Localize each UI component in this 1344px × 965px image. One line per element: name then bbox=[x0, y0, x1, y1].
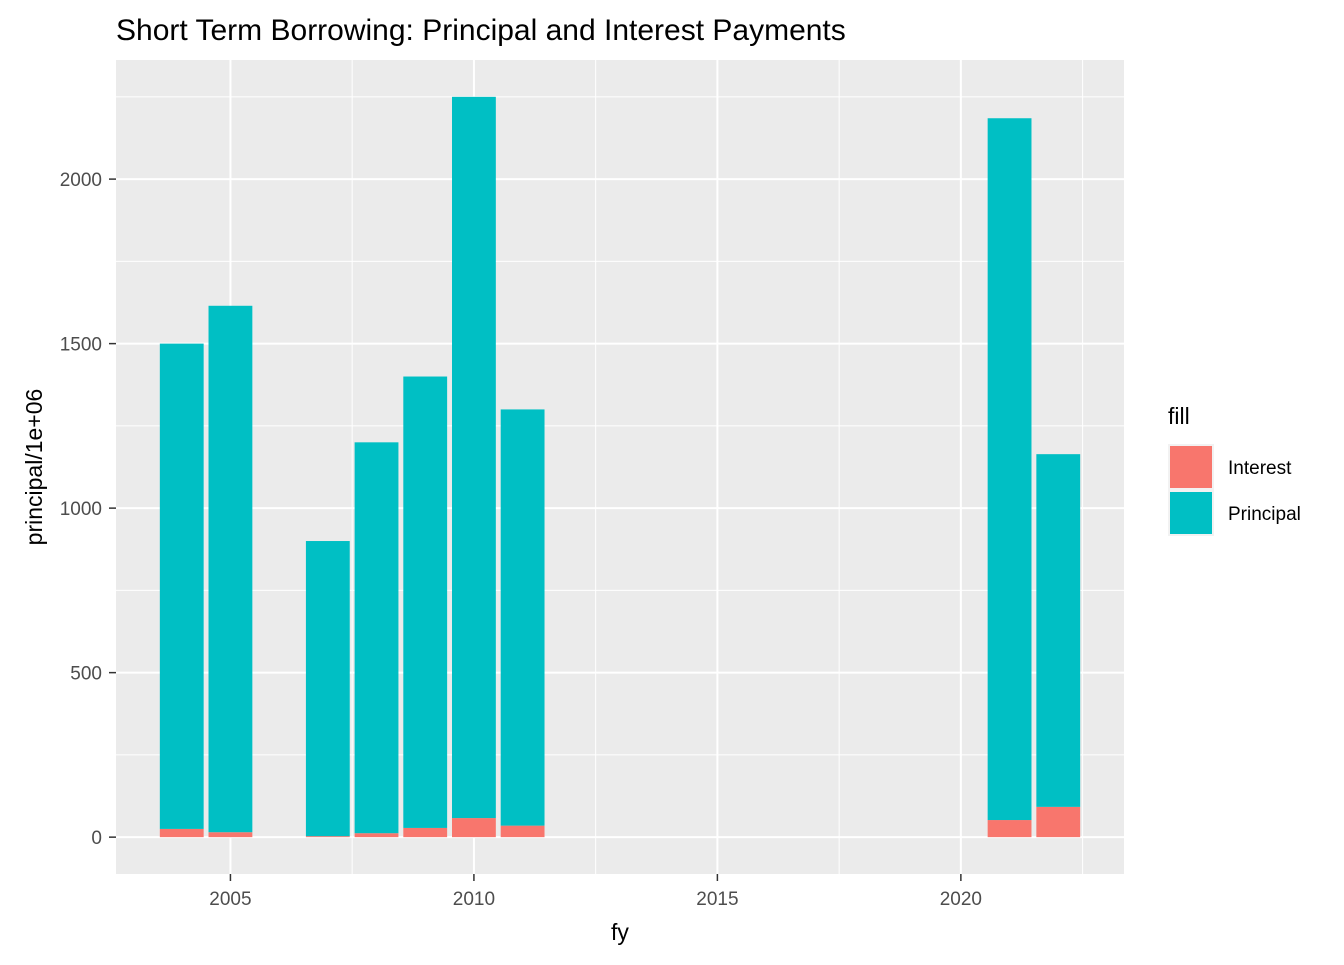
y-tick-label: 1500 bbox=[60, 335, 102, 356]
bar-interest-2004 bbox=[159, 828, 204, 838]
legend: fill Interest Principal bbox=[1168, 403, 1301, 536]
bar-principal-2021 bbox=[987, 118, 1032, 821]
y-axis-title: principal/1e+06 bbox=[21, 389, 47, 546]
y-tick-label: 1000 bbox=[60, 499, 102, 520]
bar-interest-2007 bbox=[305, 836, 350, 838]
legend-items: Interest Principal bbox=[1168, 444, 1301, 536]
bar-principal-2007 bbox=[305, 541, 350, 837]
chart-title: Short Term Borrowing: Principal and Inte… bbox=[116, 14, 846, 47]
bar-principal-2004 bbox=[159, 343, 204, 829]
legend-swatch-interest bbox=[1170, 446, 1212, 488]
legend-label-interest: Interest bbox=[1228, 458, 1292, 479]
x-tick-label: 2005 bbox=[209, 889, 251, 910]
bar-interest-2009 bbox=[403, 827, 448, 838]
y-tick-label: 2000 bbox=[60, 170, 102, 191]
x-tick-label: 2015 bbox=[696, 889, 738, 910]
x-tick-label: 2010 bbox=[453, 889, 495, 910]
bar-interest-2008 bbox=[354, 833, 399, 838]
x-axis-ticks: 2005 2010 2015 2020 bbox=[209, 874, 982, 910]
bar-principal-2005 bbox=[208, 305, 253, 833]
bar-interest-2021 bbox=[987, 820, 1032, 838]
legend-swatch-principal bbox=[1170, 492, 1212, 534]
bar-interest-2010 bbox=[452, 818, 496, 838]
grid-lines bbox=[116, 60, 1124, 874]
bar-interest-2005 bbox=[208, 832, 253, 838]
y-axis-ticks: 0 500 1000 1500 2000 bbox=[60, 170, 116, 849]
x-axis-title: fy bbox=[611, 919, 629, 945]
bar-principal-2009 bbox=[403, 376, 448, 828]
bar-principal-2022 bbox=[1036, 454, 1081, 807]
y-tick-label: 500 bbox=[70, 664, 102, 685]
x-tick-label: 2020 bbox=[940, 889, 982, 910]
plot-panel bbox=[116, 60, 1124, 874]
y-tick-label: 0 bbox=[91, 828, 102, 849]
bar-principal-2010 bbox=[452, 96, 496, 819]
bar-principal-2008 bbox=[354, 442, 399, 834]
legend-label-principal: Principal bbox=[1228, 504, 1301, 525]
bar-principal-2011 bbox=[500, 409, 545, 826]
bar-interest-2011 bbox=[500, 825, 545, 838]
bars bbox=[159, 96, 1081, 838]
legend-title: fill bbox=[1168, 403, 1190, 429]
bar-interest-2022 bbox=[1036, 806, 1081, 838]
